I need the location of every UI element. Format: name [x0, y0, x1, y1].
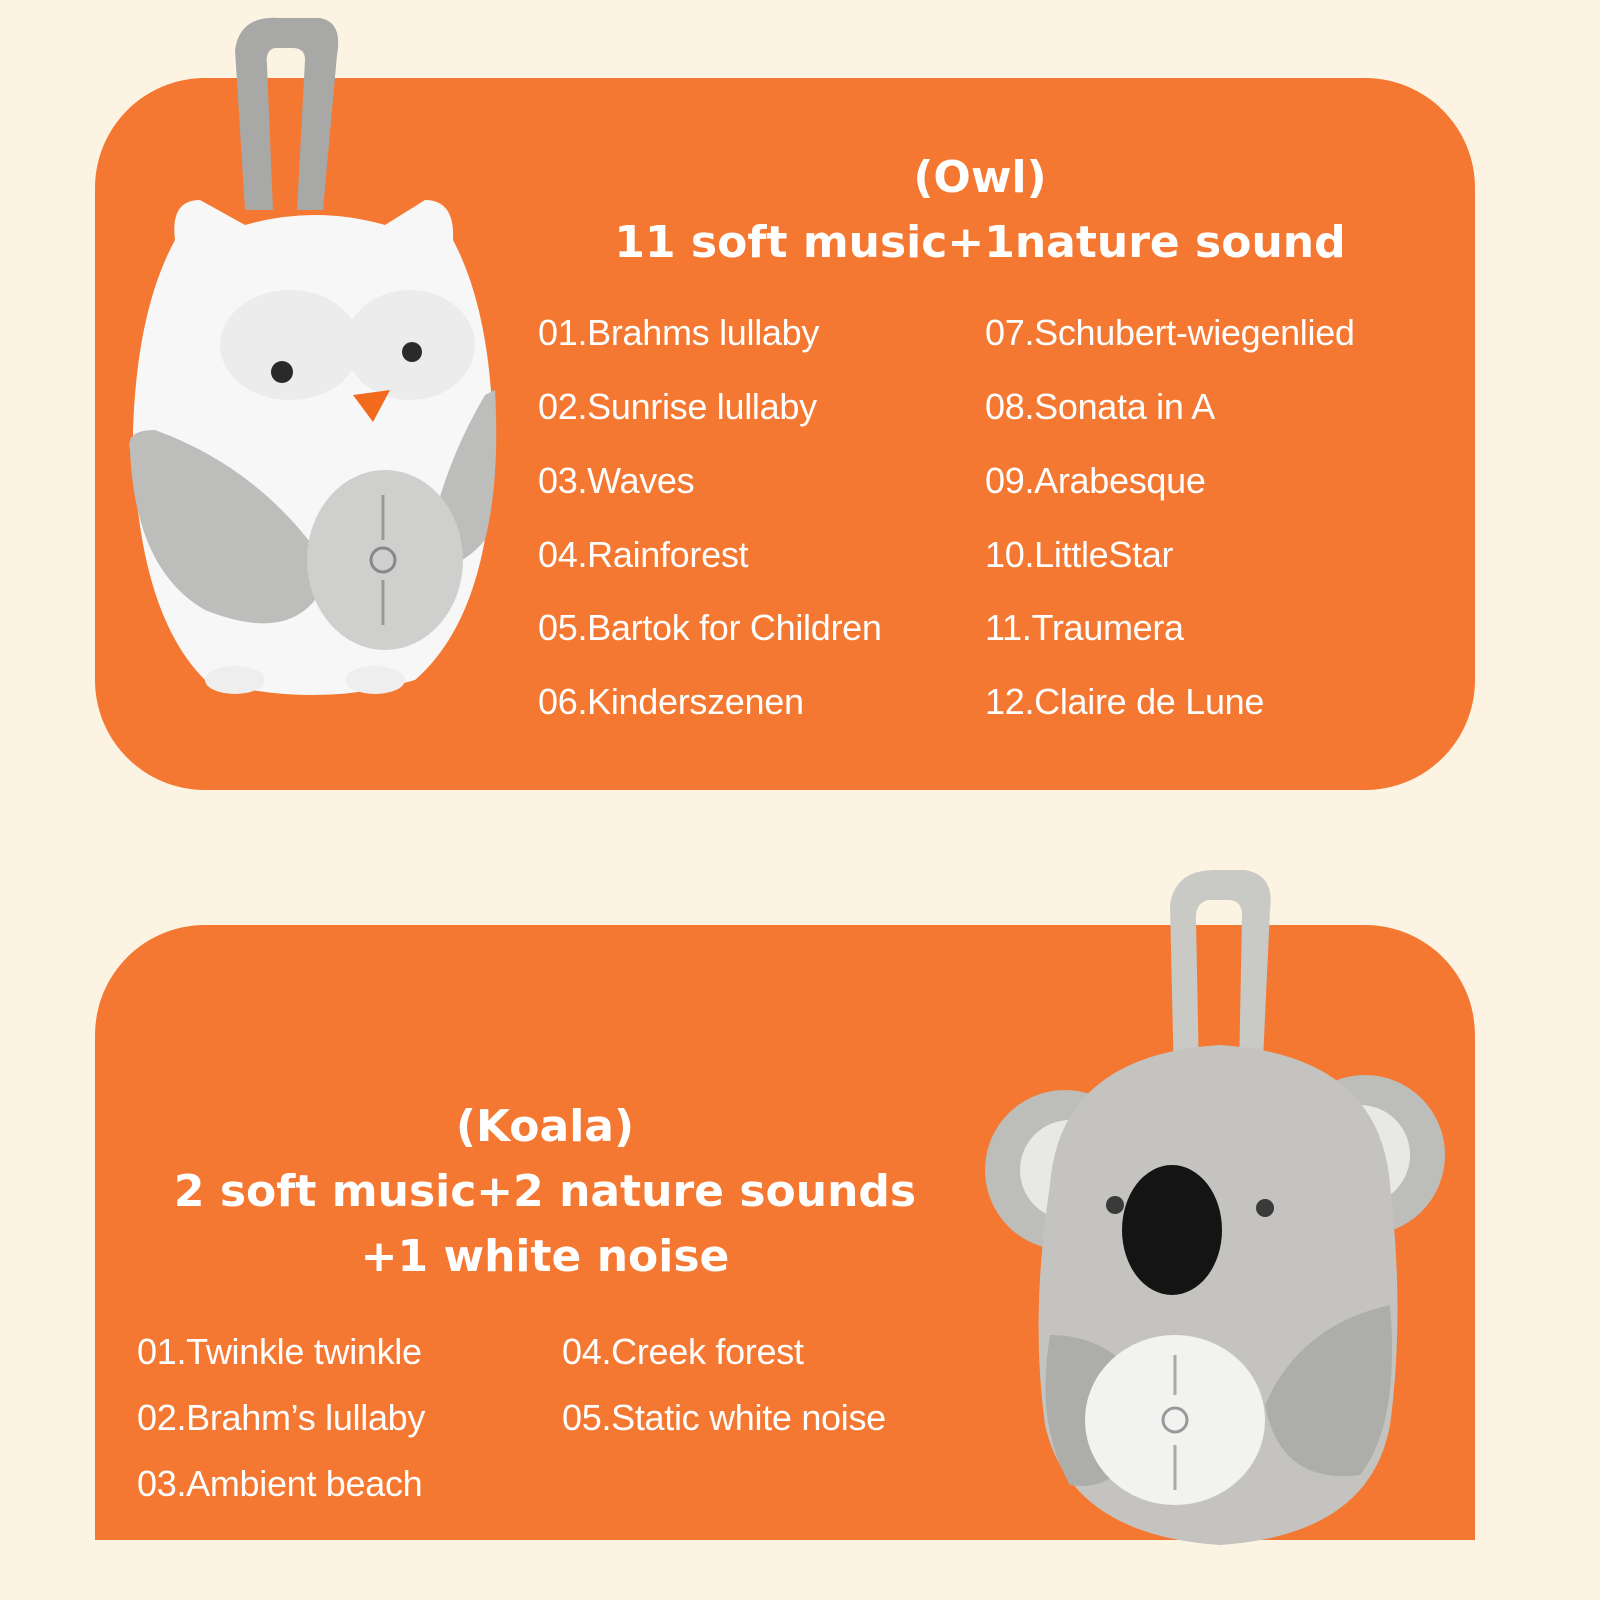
list-item: 02.Sunrise lullaby: [538, 386, 817, 427]
list-item: 07.Schubert-wiegenlied: [985, 312, 1355, 353]
owl-product-image: [129, 17, 497, 695]
koala-subtitle-line2: +1 white noise: [360, 1231, 730, 1282]
list-item: 04.Creek forest: [562, 1331, 804, 1372]
list-item: 03.Ambient beach: [137, 1463, 423, 1504]
owl-subtitle: 11 soft music+1nature sound: [614, 217, 1346, 268]
list-item: 09.Arabesque: [985, 460, 1206, 501]
list-item: 10.LittleStar: [985, 534, 1174, 575]
koala-title: (Koala): [455, 1101, 635, 1152]
koala-product-image: [985, 870, 1445, 1545]
list-item: 11.Traumera: [985, 607, 1184, 648]
list-item: 04.Rainforest: [538, 534, 749, 575]
list-item: 01.Brahms lullaby: [538, 312, 820, 353]
list-item: 03.Waves: [538, 460, 695, 501]
list-item: 06.Kinderszenen: [538, 681, 804, 722]
list-item: 05.Static white noise: [562, 1397, 886, 1438]
list-item: 08.Sonata in A: [985, 386, 1215, 427]
list-item: 02.Brahm’s lullaby: [137, 1397, 426, 1438]
list-item: 12.Claire de Lune: [985, 681, 1265, 722]
owl-title: (Owl): [913, 152, 1047, 203]
list-item: 01.Twinkle twinkle: [137, 1331, 422, 1372]
koala-subtitle-line1: 2 soft music+2 nature sounds: [173, 1166, 917, 1217]
list-item: 05.Bartok for Children: [538, 607, 882, 648]
